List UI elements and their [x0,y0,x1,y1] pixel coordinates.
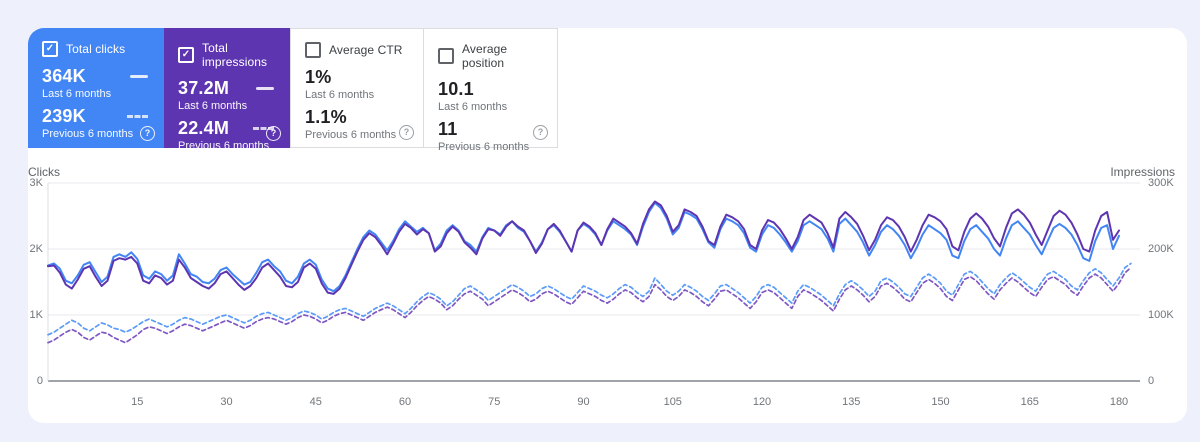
card-header: Average CTR [305,42,411,58]
card-label: Average position [462,42,508,70]
checkbox-checked-icon[interactable]: ✓ [178,47,194,63]
metric-card-total-clicks[interactable]: ✓ Total clicks 364K Last 6 months 239K P… [28,28,164,148]
current-period-label: Last 6 months [178,100,248,112]
x-axis-tick: 75 [488,396,501,408]
right-axis-tick: 100K [1148,309,1174,321]
help-icon[interactable]: ? [533,125,548,140]
right-axis-tick: 200K [1148,243,1174,255]
current-value-row: 364K [42,66,152,87]
current-period-label: Last 6 months [438,101,508,113]
previous-period-label: Previous 6 months [305,129,397,141]
series-impressions-last-6-months[interactable] [47,200,1120,295]
card-label: Total clicks [66,42,126,56]
current-value: 1% [305,67,332,87]
previous-value: 239K [42,106,86,126]
current-value-row: 1% [305,67,411,88]
metric-card-average-ctr[interactable]: Average CTR 1% Last 6 months 1.1% Previo… [290,28,424,148]
series-clicks-previous-6-months[interactable] [47,262,1132,336]
current-value: 10.1 [438,79,474,99]
previous-value-row: 22.4M [178,118,278,139]
dashed-line-legend-icon [127,115,148,118]
card-label: Total impressions [202,41,268,69]
x-axis-tick: 150 [931,396,950,408]
help-icon[interactable]: ? [399,125,414,140]
right-axis-title: Impressions [1110,165,1175,179]
x-axis-tick: 90 [577,396,590,408]
left-axis-title: Clicks [28,165,60,179]
help-icon[interactable]: ? [266,126,281,141]
metric-card-total-impressions[interactable]: ✓ Total impressions 37.2M Last 6 months … [164,28,290,152]
x-axis-tick: 60 [398,396,412,408]
solid-line-legend-icon [256,87,274,90]
right-axis-tick: 0 [1148,375,1155,387]
previous-period-label: Previous 6 months [438,141,530,153]
x-axis-tick: 135 [842,396,861,408]
current-value: 37.2M [178,78,230,98]
checkbox-checked-icon[interactable]: ✓ [42,41,58,57]
x-axis-tick: 30 [220,396,233,408]
previous-value-row: 11 [438,119,545,140]
previous-period-label: Previous 6 months [42,128,134,140]
x-axis-tick: 105 [663,396,682,408]
checkbox-unchecked-icon[interactable] [305,42,321,58]
metric-cards-row: ✓ Total clicks 364K Last 6 months 239K P… [28,28,558,153]
previous-value: 22.4M [178,118,230,138]
metric-card-average-position[interactable]: Average position 10.1 Last 6 months 11 P… [423,28,558,153]
x-axis-tick: 165 [1020,396,1039,408]
current-period-label: Last 6 months [42,88,112,100]
previous-value: 11 [438,119,458,139]
previous-value-row: 1.1% [305,107,411,128]
card-header: ✓ Total clicks [42,41,152,57]
current-value-row: 37.2M [178,78,278,99]
left-axis-tick: 2K [29,243,43,255]
card-header: Average position [438,42,545,70]
right-axis-tick: 300K [1148,177,1174,189]
series-impressions-previous-6-months[interactable] [47,266,1132,344]
card-label: Average CTR [329,43,403,57]
checkbox-unchecked-icon[interactable] [438,48,454,64]
dashed-line-legend-icon [253,127,274,130]
card-header: ✓ Total impressions [178,41,278,69]
x-axis-tick: 45 [309,396,322,408]
left-axis-tick: 3K [29,177,43,189]
current-value: 364K [42,66,86,86]
current-period-label: Last 6 months [305,89,375,101]
current-value-row: 10.1 [438,79,545,100]
x-axis-tick: 15 [131,396,144,408]
previous-period-label: Previous 6 months [178,140,270,152]
previous-value-row: 239K [42,106,152,127]
left-axis-tick: 1K [29,309,43,321]
previous-value: 1.1% [305,107,347,127]
x-axis-tick: 120 [752,396,772,408]
solid-line-legend-icon [130,75,148,78]
help-icon[interactable]: ? [140,126,155,141]
left-axis-tick: 0 [36,375,43,387]
x-axis-tick: 180 [1109,396,1129,408]
